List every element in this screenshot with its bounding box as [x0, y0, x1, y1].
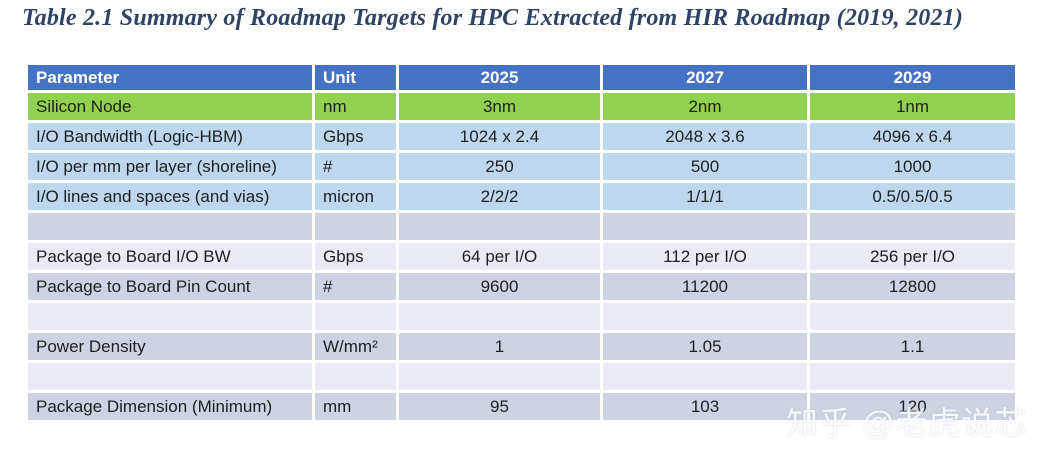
param-cell: I/O per mm per layer (shoreline) [25, 150, 315, 183]
header-cell: 2027 [600, 62, 810, 93]
table-row [25, 360, 1018, 393]
param-cell: I/O Bandwidth (Logic-HBM) [25, 120, 315, 153]
unit-cell: # [312, 150, 399, 183]
value-cell [600, 210, 810, 243]
table-body: Silicon Node nm 3nm 2nm 1nm I/O Bandwidth (Lo… [25, 90, 1018, 423]
value-cell [807, 300, 1018, 333]
value-cell: 1024 x 2.4 [396, 120, 603, 153]
unit-cell: # [312, 270, 399, 303]
value-cell: 9600 [396, 270, 603, 303]
unit-cell [312, 300, 399, 333]
value-cell: 1000 [807, 150, 1018, 183]
value-cell: 3nm [396, 90, 603, 123]
value-cell: 4096 x 6.4 [807, 120, 1018, 153]
header-cell: Unit [312, 62, 399, 93]
table-row: I/O per mm per layer (shoreline) #250 500 1… [25, 150, 1018, 183]
value-cell [396, 210, 603, 243]
header-cell: 2029 [807, 62, 1018, 93]
unit-cell: mm [312, 390, 399, 423]
value-cell: 2/2/2 [396, 180, 603, 213]
table-row [25, 210, 1018, 243]
header-row: Parameter Unit 2025 2027 2029 [25, 62, 1018, 93]
page-title: Table 2.1 Summary of Roadmap Targets for… [22, 5, 964, 31]
table-row: Package to Board Pin Count #9600 11200 1280… [25, 270, 1018, 303]
param-cell: Silicon Node [25, 90, 315, 123]
value-cell: 103 [600, 390, 810, 423]
table-row [25, 300, 1018, 333]
value-cell [396, 360, 603, 393]
value-cell: 1/1/1 [600, 180, 810, 213]
unit-cell: nm [312, 90, 399, 123]
param-cell: Package to Board Pin Count [25, 270, 315, 303]
unit-cell [312, 360, 399, 393]
value-cell: 64 per I/O [396, 240, 603, 273]
value-cell: 120 [807, 390, 1018, 423]
value-cell: 2048 x 3.6 [600, 120, 810, 153]
table-row: Power Density W/mm² 1 1.05 1.1 [25, 330, 1018, 363]
param-cell [25, 300, 315, 333]
param-cell [25, 360, 315, 393]
unit-cell: Gbps [312, 120, 399, 153]
value-cell [807, 210, 1018, 243]
value-cell: 1.1 [807, 330, 1018, 363]
param-cell: Power Density [25, 330, 315, 363]
value-cell: 256 per I/O [807, 240, 1018, 273]
table-row: I/O lines and spaces (and vias) micron 2/2… [25, 180, 1018, 213]
unit-cell: Gbps [312, 240, 399, 273]
header-cell: Parameter [25, 62, 315, 93]
param-cell: Package Dimension (Minimum) [25, 390, 315, 423]
param-cell: I/O lines and spaces (and vias) [25, 180, 315, 213]
unit-cell: micron [312, 180, 399, 213]
table-row: Package to Board I/O BW Gbps 64 per I/O 112… [25, 240, 1018, 273]
value-cell: 2nm [600, 90, 810, 123]
value-cell [600, 360, 810, 393]
value-cell: 1.05 [600, 330, 810, 363]
value-cell: 0.5/0.5/0.5 [807, 180, 1018, 213]
value-cell: 1nm [807, 90, 1018, 123]
table-row: Silicon Node nm 3nm 2nm 1nm [25, 90, 1018, 123]
value-cell: 12800 [807, 270, 1018, 303]
value-cell: 95 [396, 390, 603, 423]
table-row: Package Dimension (Minimum) mm 95 103 120 [25, 390, 1018, 423]
unit-cell: W/mm² [312, 330, 399, 363]
param-cell [25, 210, 315, 243]
value-cell [396, 300, 603, 333]
param-cell: Package to Board I/O BW [25, 240, 315, 273]
value-cell [600, 300, 810, 333]
value-cell: 500 [600, 150, 810, 183]
value-cell: 11200 [600, 270, 810, 303]
unit-cell [312, 210, 399, 243]
header-cell: 2025 [396, 62, 603, 93]
value-cell: 1 [396, 330, 603, 363]
value-cell [807, 360, 1018, 393]
value-cell: 112 per I/O [600, 240, 810, 273]
value-cell: 250 [396, 150, 603, 183]
table-row: I/O Bandwidth (Logic-HBM) Gbps 1024 x 2.4 2… [25, 120, 1018, 153]
roadmap-table: Parameter Unit 2025 2027 2029 Silicon Node nm… [25, 62, 1018, 423]
